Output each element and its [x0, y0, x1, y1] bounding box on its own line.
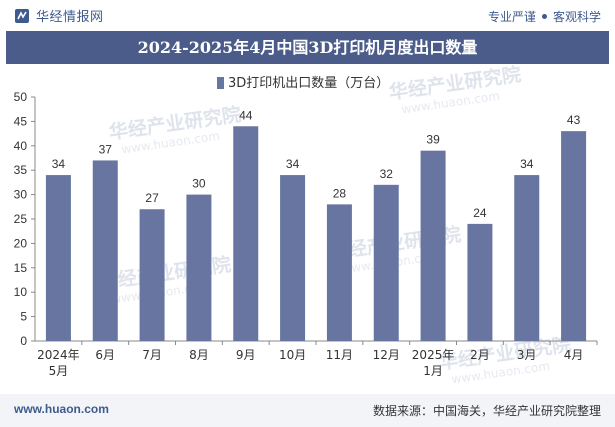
bar-value-label: 43: [567, 113, 581, 127]
x-tick-label: 2024年 5月: [37, 348, 80, 378]
slogan-dot-icon: [541, 14, 547, 19]
x-tick-label: 4月: [564, 348, 584, 362]
bar-value-label: 30: [192, 177, 206, 191]
brand-name: 华经情报网: [36, 9, 104, 24]
y-tick-label: 5: [20, 310, 27, 324]
slogan-right: 客观科学: [552, 10, 601, 24]
x-tick-label: 6月: [95, 348, 115, 362]
footer: www.huaon.com 数据来源：中国海关，华经产业研究院整理: [0, 394, 615, 427]
x-tick-label: 3月: [517, 348, 537, 362]
chart-title: 2024-2025年4月中国3D打印机月度出口数量: [137, 38, 478, 57]
chart-bars: [45, 126, 587, 341]
bar-value-label: 34: [286, 157, 300, 171]
bar-chart: 华经产业研究院www.huaon.com华经产业研究院www.huaon.com…: [14, 64, 598, 386]
y-tick-label: 20: [14, 236, 28, 250]
bar: [92, 160, 118, 341]
footer-website: www.huaon.com: [14, 402, 109, 416]
chart-legend: 3D打印机出口数量（万台）: [217, 76, 389, 91]
bar: [139, 209, 165, 341]
x-tick-label: 8月: [189, 348, 209, 362]
x-tick-label: 2月: [470, 348, 490, 362]
bar-value-label: 39: [426, 133, 440, 147]
bar-value-label: 44: [239, 108, 253, 122]
slogan-left: 专业严谨: [487, 10, 536, 24]
y-tick-label: 35: [14, 163, 28, 177]
bar-value-label: 34: [52, 157, 66, 171]
bar: [45, 175, 71, 341]
chart-data-labels: 34 37 27 30 44 34 28 32 39 24 34 43: [52, 108, 581, 220]
bar-value-label: 24: [473, 206, 487, 220]
x-tick-label: 7月: [142, 348, 162, 362]
brand-logo-icon: [15, 8, 29, 23]
y-tick-label: 40: [14, 139, 28, 153]
bar: [467, 223, 493, 341]
bar-value-label: 32: [380, 167, 394, 181]
y-tick-label: 10: [14, 285, 28, 299]
x-tick-label: 2025年 1月: [412, 348, 455, 378]
brand: 华经情报网: [14, 6, 104, 25]
y-tick-label: 50: [14, 90, 28, 104]
bar-value-label: 37: [99, 142, 113, 156]
bar: [326, 204, 352, 341]
footer-source: 数据来源：中国海关，华经产业研究院整理: [372, 404, 601, 418]
y-tick-label: 15: [14, 261, 28, 275]
bar: [420, 150, 446, 341]
bar: [280, 175, 306, 341]
bar: [514, 175, 540, 341]
slogan: 专业严谨 客观科学: [488, 8, 601, 25]
y-tick-label: 45: [14, 114, 28, 128]
bar: [186, 194, 212, 341]
x-tick-label: 9月: [236, 348, 256, 362]
bar-value-label: 34: [520, 157, 534, 171]
y-tick-label: 30: [14, 188, 28, 202]
bar: [233, 126, 259, 341]
title-bar: 2024-2025年4月中国3D打印机月度出口数量: [6, 31, 609, 64]
bar: [561, 131, 587, 341]
x-tick-label: 11月: [326, 348, 353, 362]
y-tick-label: 25: [14, 212, 28, 226]
bar-value-label: 28: [333, 186, 347, 200]
chart-x-ticks: 2024年 5月 6月 7月 8月 9月 10月 11月 12月 2025年 1月 2月 3月 4月: [37, 341, 598, 378]
legend-label: 3D打印机出口数量（万台）: [228, 76, 389, 91]
bar: [373, 184, 399, 341]
top-bar: 华经情报网 专业严谨 客观科学: [0, 0, 615, 30]
bar-value-label: 27: [145, 191, 159, 205]
x-tick-label: 12月: [373, 348, 400, 362]
chart-y-ticks: 0 5 10 15 20 25 30 35 40 45 50: [14, 90, 35, 348]
legend-swatch: [217, 77, 224, 89]
x-tick-label: 10月: [279, 348, 306, 362]
y-tick-label: 0: [20, 334, 27, 348]
